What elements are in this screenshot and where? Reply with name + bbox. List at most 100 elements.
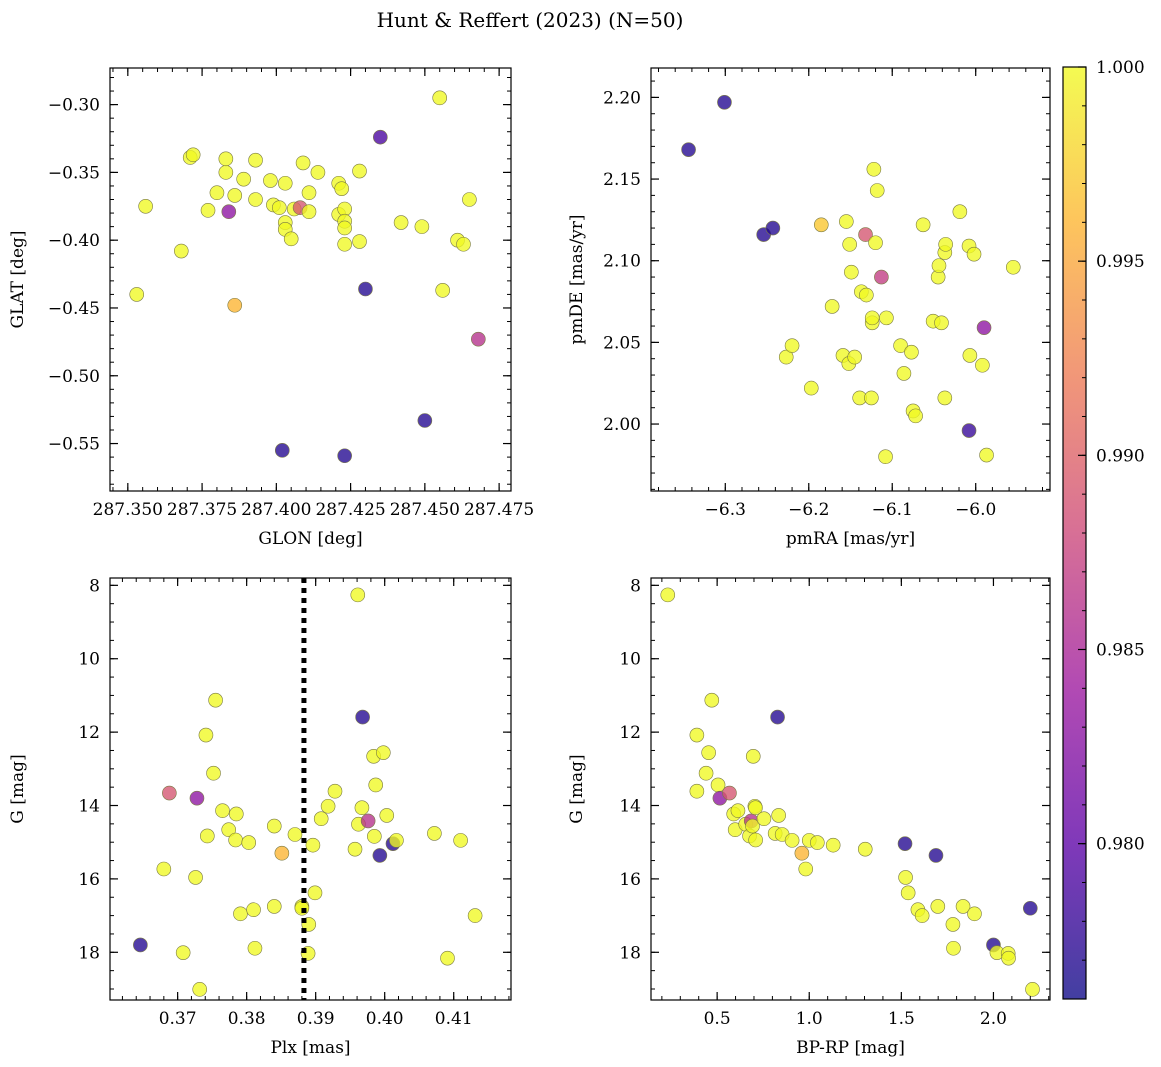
y-tick-label: −0.40 (48, 231, 100, 251)
data-point (756, 811, 772, 827)
data-point (246, 902, 261, 918)
data-point (962, 348, 978, 363)
x-tick-label: 287.425 (315, 500, 385, 520)
data-point (337, 448, 352, 464)
data-point (896, 366, 912, 381)
data-point (456, 236, 471, 252)
x-tick-label: −6.1 (872, 500, 913, 520)
data-point (915, 217, 931, 233)
data-point (803, 380, 819, 396)
y-axis-label: G [mag] (567, 754, 587, 823)
y-tick-label: 18 (78, 943, 100, 963)
data-point (794, 845, 810, 861)
x-tick-label: 1.5 (888, 1009, 915, 1029)
data-point (824, 299, 840, 314)
y-tick-label: 16 (78, 870, 100, 890)
data-point (218, 151, 234, 167)
data-point (945, 917, 961, 932)
data-point (1005, 259, 1021, 275)
data-point (138, 198, 153, 214)
axes-frame (650, 577, 1051, 1001)
data-point (961, 423, 977, 438)
data-point (748, 832, 763, 848)
data-point (263, 173, 278, 188)
data-point (266, 818, 282, 834)
data-point (869, 183, 885, 198)
data-point (765, 220, 781, 236)
colorbar-tick-label: 0.995 (1096, 252, 1145, 272)
data-point (839, 214, 854, 229)
data-point (227, 188, 243, 203)
scatter-points (129, 90, 486, 464)
scatter-points (660, 587, 1040, 997)
x-tick-label: 0.41 (435, 1009, 473, 1029)
data-point (938, 237, 953, 252)
data-point (376, 745, 391, 760)
y-tick-label: −0.35 (48, 163, 100, 183)
data-point (745, 818, 760, 834)
data-point (1022, 900, 1038, 916)
x-tick-label: −6.3 (705, 500, 746, 520)
data-point (337, 201, 352, 217)
scatter-points (681, 94, 1021, 465)
data-point (266, 899, 282, 914)
data-point (432, 90, 448, 106)
data-point (236, 171, 251, 187)
data-point (813, 217, 829, 233)
data-point (704, 692, 720, 708)
data-point (352, 234, 367, 249)
data-point (435, 283, 450, 298)
data-point (440, 950, 455, 966)
data-point (698, 765, 714, 781)
scatter-points (133, 587, 483, 997)
y-tick-label: 2.00 (603, 415, 641, 435)
data-point (778, 349, 794, 365)
data-point (360, 813, 376, 829)
data-point (175, 945, 191, 960)
x-tick-label: 0.40 (366, 1009, 404, 1029)
axes-frame (109, 577, 512, 1001)
data-point (770, 709, 785, 725)
data-point (389, 833, 404, 848)
data-point (810, 835, 825, 850)
data-point (730, 803, 746, 818)
data-point (859, 287, 874, 303)
data-point (931, 258, 947, 273)
data-point (206, 765, 221, 781)
y-tick-label: 2.20 (603, 88, 641, 108)
data-point (295, 155, 311, 171)
data-point (200, 203, 216, 218)
x-tick-label: 0.37 (159, 1009, 197, 1029)
x-tick-label: −6.2 (788, 500, 829, 520)
data-point (173, 243, 189, 259)
axes-frame (109, 67, 512, 492)
data-point (248, 152, 263, 168)
x-tick-label: 0.39 (297, 1009, 335, 1029)
data-point (414, 219, 430, 234)
data-point (1025, 982, 1040, 997)
data-point (189, 790, 205, 806)
data-point (952, 204, 968, 220)
y-tick-label: 14 (619, 797, 641, 817)
data-point (771, 808, 786, 823)
data-point (301, 185, 317, 201)
x-tick-label: 287.400 (241, 500, 311, 520)
data-point (354, 800, 370, 816)
data-point (277, 175, 293, 191)
data-point (198, 727, 214, 743)
colorbar-gradient (1063, 67, 1086, 999)
colorbar-tick-label: 0.990 (1096, 446, 1145, 466)
data-point (337, 236, 352, 252)
y-tick-label: 8 (89, 576, 100, 596)
data-point (283, 231, 299, 247)
data-point (866, 161, 882, 177)
data-point (305, 837, 321, 853)
colorbar-tick-label: 0.985 (1096, 641, 1145, 661)
data-point (955, 899, 971, 914)
data-point (967, 906, 982, 922)
data-point (352, 163, 367, 179)
data-point (842, 237, 857, 252)
data-point (133, 937, 148, 953)
data-point (327, 783, 343, 799)
data-point (227, 297, 243, 313)
